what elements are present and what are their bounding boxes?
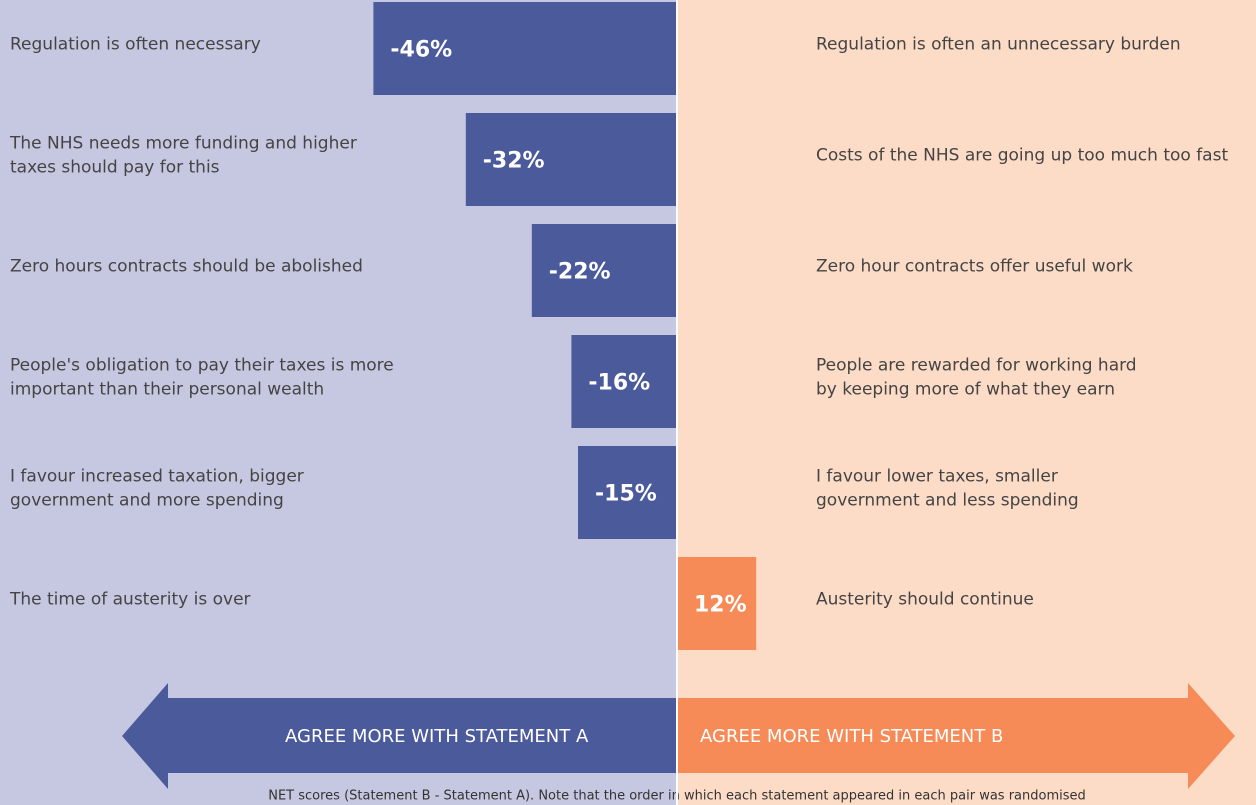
statement-text: Zero hours contracts should be abolished	[10, 257, 363, 277]
statement-text: People are rewarded for working hard	[816, 356, 1137, 376]
bar	[373, 2, 677, 95]
statement-text: Austerity should continue	[816, 590, 1034, 610]
value-label: 12%	[694, 593, 747, 618]
statement-text: important than their personal wealth	[10, 380, 324, 400]
statement-text: Costs of the NHS are going up too much t…	[816, 146, 1228, 166]
statement-text: People's obligation to pay their taxes i…	[10, 356, 394, 376]
arrows	[122, 683, 1235, 789]
statement-text: Regulation is often an unnecessary burde…	[816, 35, 1181, 55]
statement-text: Zero hour contracts offer useful work	[816, 257, 1133, 277]
value-label: -46%	[390, 38, 452, 63]
bar	[578, 446, 677, 539]
value-label: -16%	[588, 371, 650, 396]
bar	[531, 224, 677, 317]
statement-text: I favour increased taxation, bigger	[10, 467, 304, 487]
value-label: -32%	[483, 149, 545, 174]
statement-text: I favour lower taxes, smaller	[816, 467, 1058, 487]
statement-text: by keeping more of what they earn	[816, 380, 1115, 400]
arrow-b-label: AGREE MORE WITH STATEMENT B	[700, 726, 1003, 747]
panel-b	[677, 0, 1256, 805]
statement-text: government and less spending	[816, 491, 1079, 511]
statement-text: government and more spending	[10, 491, 284, 511]
bar	[465, 113, 677, 206]
statement-text: The time of austerity is over	[9, 590, 251, 610]
value-label: -15%	[595, 482, 657, 507]
statement-text: taxes should pay for this	[10, 158, 220, 178]
arrow-a-label: AGREE MORE WITH STATEMENT A	[285, 726, 589, 747]
bar	[677, 557, 757, 650]
arrow-b	[677, 683, 1235, 789]
statement-text: Regulation is often necessary	[10, 35, 261, 55]
value-label: -22%	[549, 260, 611, 285]
arrow-a	[122, 683, 677, 789]
bar	[571, 335, 677, 428]
statement-text: The NHS needs more funding and higher	[9, 134, 357, 154]
